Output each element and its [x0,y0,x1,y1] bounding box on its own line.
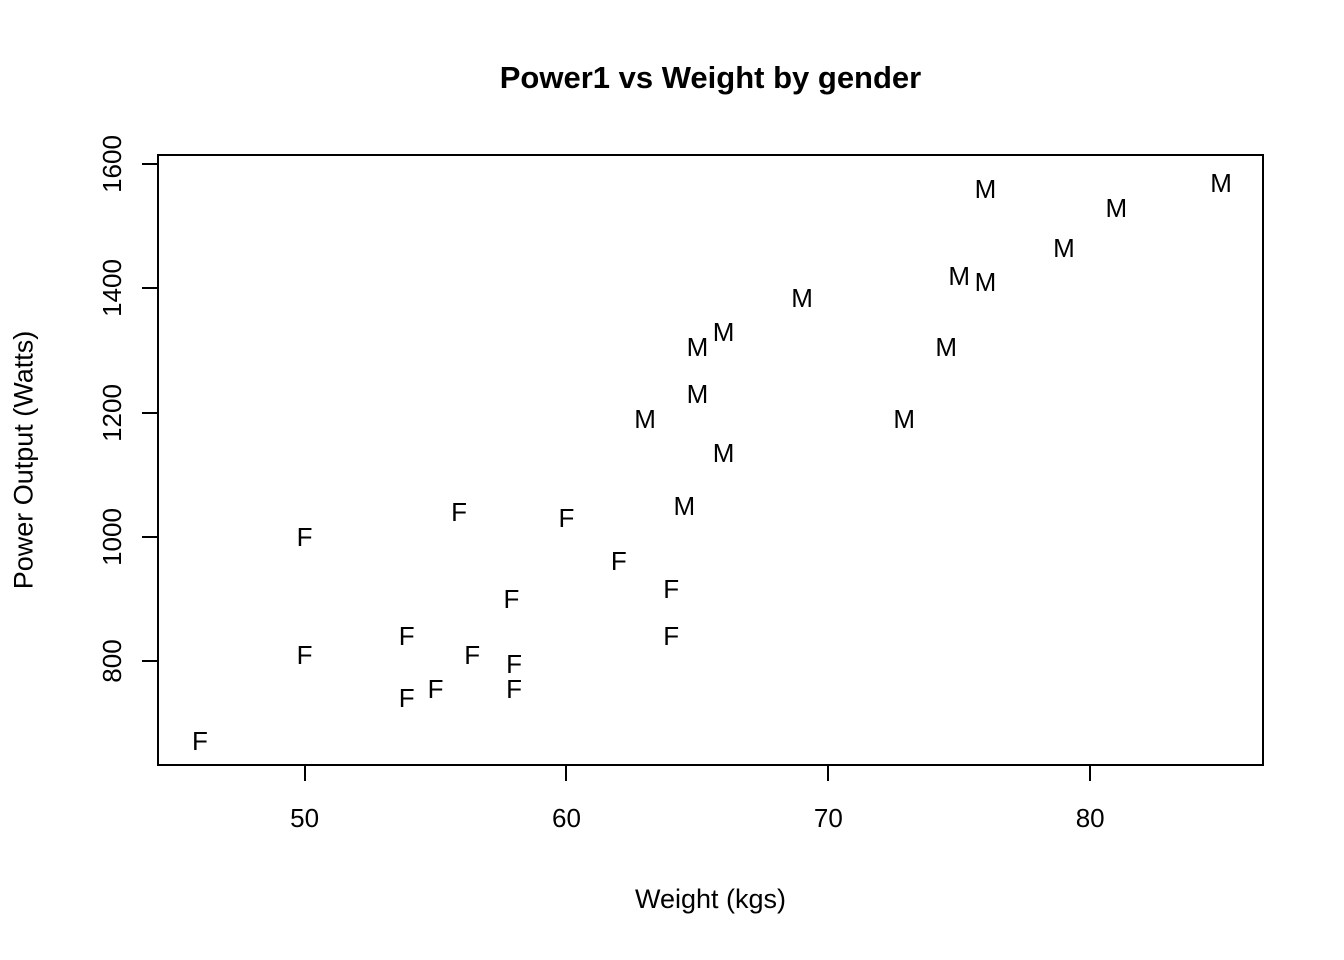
data-point-F: F [503,583,520,614]
x-tick-label: 60 [552,803,581,833]
y-tick-label: 1000 [97,507,127,566]
y-tick-mark [142,163,158,166]
data-point-M: M [974,267,997,298]
data-point-M: M [1053,233,1075,264]
data-point-F: F [506,648,523,679]
data-point-M: M [712,316,735,347]
data-point-F: F [663,620,680,651]
data-point-F: F [427,673,444,704]
data-point-F: F [398,620,415,651]
x-tick-label: 80 [1075,803,1105,833]
data-point-F: F [398,682,415,713]
x-axis-title: Weight (kgs) [634,884,787,914]
x-tick-mark [827,765,830,781]
data-point-M: M [686,378,709,409]
data-point-M: M [686,332,709,363]
data-point-M: M [1210,167,1232,198]
data-point-F: F [610,546,627,577]
plot-area [157,154,1264,766]
data-point-M: M [948,261,971,291]
data-point-M: M [1105,192,1128,223]
data-point-M: M [634,403,656,434]
y-tick-label: 1200 [97,383,127,442]
x-tick-label: 50 [290,803,320,833]
y-tick-mark [142,659,158,662]
data-point-M: M [974,174,997,205]
x-tick-mark [303,765,306,781]
x-tick-mark [1089,765,1092,781]
data-point-M: M [712,437,735,468]
y-tick-label: 1600 [97,135,127,194]
y-tick-mark [142,535,158,538]
data-point-F: F [464,639,481,670]
data-point-F: F [451,496,468,527]
chart-title: Power1 vs Weight by gender [499,60,922,95]
data-point-F: F [296,639,313,670]
y-tick-mark [142,411,158,414]
x-tick-label: 70 [813,803,843,833]
data-point-M: M [791,282,813,313]
data-point-F: F [191,726,208,757]
data-point-M: M [673,490,696,521]
data-point-M: M [935,332,957,363]
y-tick-mark [142,287,158,290]
x-tick-mark [565,765,568,781]
y-tick-label: 1400 [97,259,127,318]
y-tick-label: 800 [97,639,127,683]
data-point-F: F [663,574,680,605]
y-axis-title: Power Output (Watts) [8,330,39,590]
data-point-F: F [296,521,313,552]
data-point-F: F [506,673,523,704]
data-point-F: F [558,503,575,534]
data-point-M: M [893,403,916,434]
